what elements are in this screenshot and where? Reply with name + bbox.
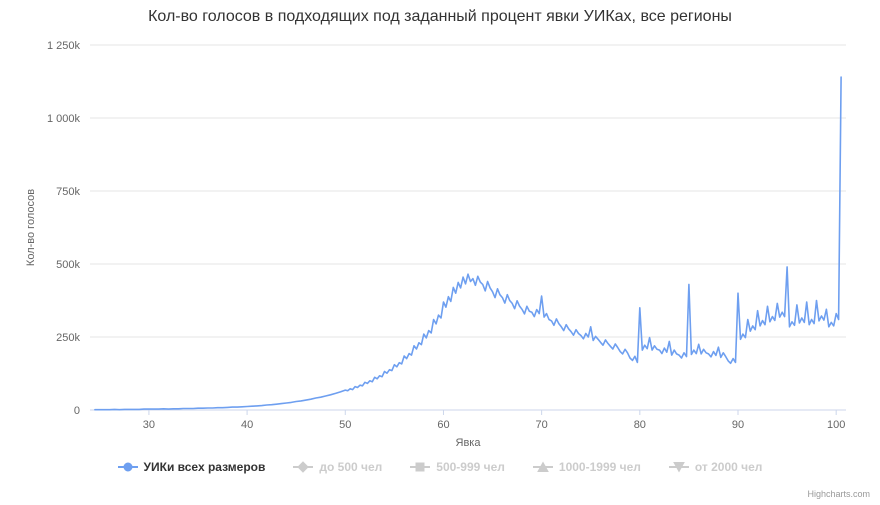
legend-item-2[interactable]: 500-999 чел — [410, 460, 505, 474]
chart-title: Кол-во голосов в подходящих под заданный… — [148, 8, 732, 25]
legend-item-1[interactable]: до 500 чел — [293, 460, 382, 474]
triangle-down-marker-icon — [668, 462, 689, 473]
x-tick-label: 90 — [732, 419, 744, 431]
y-tick-label: 250k — [56, 332, 80, 344]
y-tick-label: 0 — [74, 405, 80, 417]
y-axis-title: Кол-во голосов — [25, 189, 37, 266]
legend-item-4[interactable]: от 2000 чел — [668, 460, 763, 474]
legend-item-label: 500-999 чел — [436, 460, 505, 474]
square-marker-icon — [410, 462, 431, 472]
y-tick-label: 1 000k — [47, 113, 81, 125]
legend-item-0[interactable]: УИКи всех размеров — [117, 460, 266, 474]
x-tick-label: 80 — [634, 419, 646, 431]
legend-item-label: от 2000 чел — [694, 460, 763, 474]
credits-link[interactable]: Highcharts.com — [807, 489, 870, 499]
y-tick-label: 500k — [56, 259, 80, 271]
x-tick-label: 30 — [143, 419, 155, 431]
legend-item-label: до 500 чел — [319, 460, 383, 474]
legend-item-3[interactable]: 1000-1999 чел — [532, 460, 641, 474]
x-tick-label: 100 — [827, 419, 845, 431]
x-tick-label: 60 — [437, 419, 449, 431]
y-tick-label: 750k — [56, 186, 80, 198]
legend: УИКи всех размеров до 500 чел 500-999 чел 1… — [0, 460, 880, 474]
x-axis-title: Явка — [456, 437, 482, 449]
y-tick-label: 1 250k — [47, 40, 81, 52]
plot-area: 0 250k 500k 750k 1 000k 1 250k 30 40 50 60 70 80 90 1… — [25, 40, 846, 449]
circle-marker-icon — [117, 462, 138, 472]
x-tick-label: 70 — [536, 419, 548, 431]
diamond-marker-icon — [293, 461, 314, 473]
series-line-all-sizes[interactable] — [94, 76, 842, 411]
triangle-marker-icon — [532, 461, 553, 472]
legend-item-label: 1000-1999 чел — [558, 460, 641, 474]
x-tick-label: 50 — [339, 419, 351, 431]
legend-item-label: УИКи всех размеров — [143, 460, 266, 474]
x-tick-label: 40 — [241, 419, 253, 431]
